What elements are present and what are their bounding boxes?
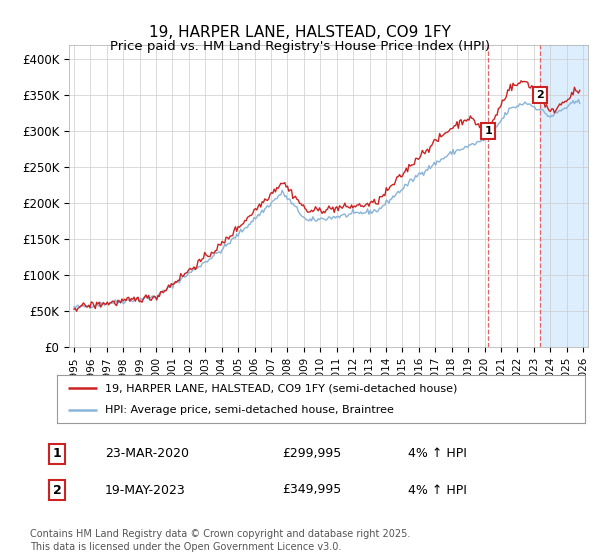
Text: 1: 1 — [53, 447, 61, 460]
Text: £299,995: £299,995 — [282, 447, 341, 460]
Text: 2: 2 — [536, 90, 544, 100]
Bar — [540, 45, 600, 347]
Text: 4% ↑ HPI: 4% ↑ HPI — [408, 447, 467, 460]
Text: 4% ↑ HPI: 4% ↑ HPI — [408, 483, 467, 497]
Text: Price paid vs. HM Land Registry's House Price Index (HPI): Price paid vs. HM Land Registry's House … — [110, 40, 490, 53]
Text: Contains HM Land Registry data © Crown copyright and database right 2025.
This d: Contains HM Land Registry data © Crown c… — [30, 529, 410, 552]
Text: 19, HARPER LANE, HALSTEAD, CO9 1FY (semi-detached house): 19, HARPER LANE, HALSTEAD, CO9 1FY (semi… — [104, 384, 457, 394]
Text: 23-MAR-2020: 23-MAR-2020 — [105, 447, 189, 460]
Text: 2: 2 — [53, 483, 61, 497]
Text: £349,995: £349,995 — [282, 483, 341, 497]
Text: HPI: Average price, semi-detached house, Braintree: HPI: Average price, semi-detached house,… — [104, 405, 394, 416]
Text: 19, HARPER LANE, HALSTEAD, CO9 1FY: 19, HARPER LANE, HALSTEAD, CO9 1FY — [149, 25, 451, 40]
Text: 1: 1 — [484, 126, 492, 136]
Text: 19-MAY-2023: 19-MAY-2023 — [105, 483, 186, 497]
